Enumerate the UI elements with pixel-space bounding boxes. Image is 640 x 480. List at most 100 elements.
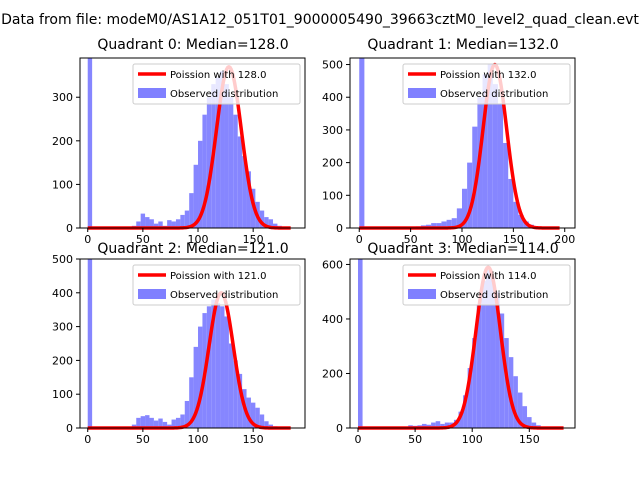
y-tick-label: 500 (52, 253, 73, 266)
legend-frame (132, 63, 301, 105)
histogram-bar (259, 414, 265, 428)
histogram-bar (482, 74, 488, 228)
legend-frame (402, 63, 571, 105)
histogram-bar (490, 278, 496, 428)
legend-poisson-label: Poission with 132.0 (440, 70, 536, 81)
y-tick-label: 200 (322, 367, 343, 380)
histogram-bar (220, 71, 225, 228)
histogram-bar (202, 114, 207, 228)
histogram-bar (145, 415, 150, 428)
histogram-bar (180, 414, 185, 428)
x-tick-label: 50 (408, 433, 422, 446)
histogram-bar (145, 217, 150, 228)
histogram-bar (431, 223, 437, 228)
x-tick-label: 0 (84, 233, 91, 246)
histogram-bar (153, 420, 159, 428)
y-tick-label: 0 (336, 422, 343, 435)
histogram-bar (246, 397, 251, 428)
y-tick-label: 500 (322, 59, 343, 72)
axes-frame (79, 57, 306, 229)
histogram-bar (149, 219, 154, 228)
quadrant-1-title: Quadrant 1: Median=132.0 (367, 37, 558, 53)
legend-observed-label: Observed distribution (440, 89, 548, 100)
quadrant-0-legend: Poission with 128.0 Observed distributio… (132, 63, 301, 105)
x-tick-label: 150 (519, 433, 540, 446)
x-tick-label: 100 (451, 233, 472, 246)
histogram-bar (158, 418, 163, 428)
x-tick-label: 150 (243, 233, 264, 246)
legend-observed-swatch (408, 289, 436, 299)
histogram-bar (472, 126, 478, 228)
histogram-bar (431, 422, 436, 428)
x-tick-label: 0 (356, 233, 363, 246)
histogram-bar (153, 223, 159, 228)
y-tick-label: 300 (52, 91, 73, 104)
histogram-bar (436, 223, 442, 228)
axes-frame (349, 57, 576, 229)
y-tick-label: 200 (52, 354, 73, 367)
histogram-bar (87, 259, 93, 428)
histogram-bar (458, 411, 464, 428)
histogram-bar (184, 400, 190, 428)
legend-observed-swatch (138, 289, 166, 299)
quadrant-3-title: Quadrant 3: Median=114.0 (367, 241, 558, 257)
y-tick-label: 400 (322, 313, 343, 326)
histogram-bar (497, 103, 504, 228)
axes-frame (79, 258, 306, 429)
histogram-bar (198, 140, 203, 228)
histogram-bar (467, 368, 473, 428)
quadrant-0-title: Quadrant 0: Median=128.0 (97, 37, 288, 53)
x-tick-label: 100 (188, 233, 209, 246)
legend-poisson-label: Poission with 128.0 (170, 70, 266, 81)
y-tick-label: 0 (66, 422, 73, 435)
histogram-bar (441, 221, 447, 228)
legend-poisson-label: Poission with 121.0 (170, 271, 266, 282)
y-tick-label: 100 (322, 189, 343, 202)
histogram-bar (513, 376, 518, 428)
histogram-bar (175, 417, 181, 428)
histogram-bar (189, 377, 194, 428)
legend-frame (132, 264, 301, 306)
x-tick-label: 100 (462, 433, 483, 446)
histogram-bar (446, 219, 452, 228)
histogram-bar (444, 422, 450, 428)
quadrant-0-plot: 0 50 100 150 0 100 200 300 (52, 57, 306, 246)
histogram-bar (211, 299, 216, 428)
histogram-bar (224, 84, 229, 229)
histogram-bar (264, 217, 269, 228)
histogram-bar (456, 208, 462, 228)
quadrant-2-legend: Poission with 121.0 Observed distributio… (132, 264, 301, 306)
x-tick-label: 0 (84, 433, 91, 446)
histogram-bar (171, 419, 176, 428)
histogram-bar (527, 417, 532, 428)
histogram-bar (228, 97, 234, 228)
x-tick-label: 150 (243, 433, 264, 446)
histogram-bar (224, 316, 229, 428)
histogram-bar (273, 223, 278, 228)
histogram-bar (487, 64, 493, 228)
histogram-bar (167, 220, 172, 228)
histogram-bar (513, 201, 519, 228)
histogram-bar (268, 219, 274, 228)
legend-observed-label: Observed distribution (440, 290, 548, 301)
histogram-bar (206, 306, 212, 428)
x-tick-label: 50 (136, 433, 150, 446)
histogram-bar (162, 421, 168, 428)
histogram-bar (518, 214, 524, 228)
histogram-bar (184, 210, 190, 228)
legend-observed-label: Observed distribution (170, 89, 278, 100)
x-tick-label: 150 (503, 233, 524, 246)
x-tick-label: 100 (188, 433, 209, 446)
histogram-bar (215, 302, 221, 428)
histogram-bar (357, 259, 363, 428)
quadrant-3-legend: Poission with 114.0 Observed distributio… (402, 264, 571, 306)
quadrant-3-panel: Quadrant 3: Median=114.0 0 50 100 150 0 200 40… (322, 241, 576, 446)
histogram-bar (149, 417, 154, 428)
histogram-bar (522, 406, 528, 428)
histogram-bar (87, 58, 93, 228)
x-tick-label: 50 (136, 233, 150, 246)
legend-observed-swatch (408, 88, 436, 98)
histogram-bar (250, 402, 256, 428)
quadrant-3-plot: 0 50 100 150 0 200 400 600 (322, 258, 576, 446)
